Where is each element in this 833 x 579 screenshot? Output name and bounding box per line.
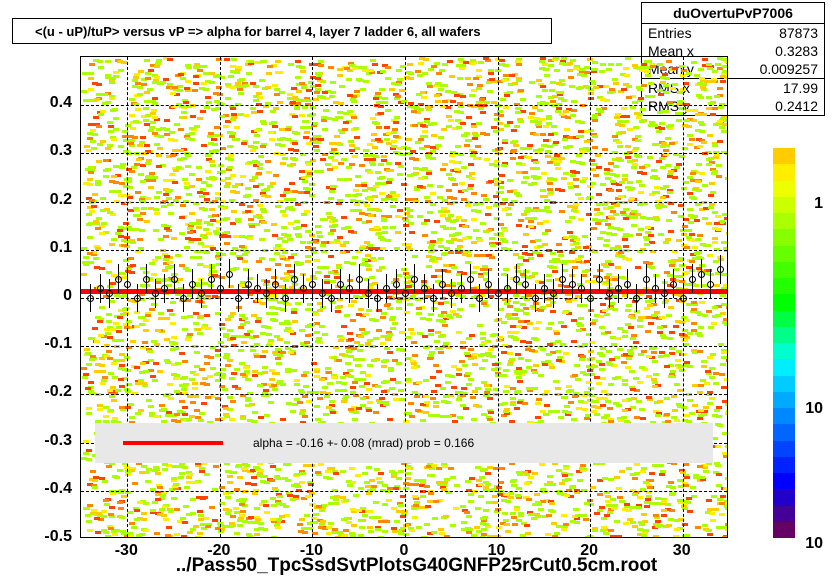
colorbar-tick-label: 1: [814, 195, 823, 213]
stats-name: duOvertuPvP7006: [642, 3, 824, 24]
y-tick-label: 0: [22, 287, 72, 305]
colorbar-tick-label: 10: [805, 400, 823, 418]
y-tick-label: -0.4: [22, 480, 72, 498]
y-tick-label: 0.3: [22, 142, 72, 160]
y-tick-label: 0.2: [22, 191, 72, 209]
y-tick-label: 0.4: [22, 94, 72, 112]
plot-title: <(u - uP)/tuP> versus vP => alpha for ba…: [12, 18, 552, 44]
y-tick-label: -0.3: [22, 432, 72, 450]
plot-area: alpha = -0.16 +- 0.08 (mrad) prob = 0.16…: [80, 56, 728, 538]
y-tick-label: 0.1: [22, 239, 72, 257]
y-tick-label: -0.5: [22, 528, 72, 546]
title-text: <(u - uP)/tuP> versus vP => alpha for ba…: [35, 24, 481, 39]
heatmap-background: [81, 57, 727, 537]
colorbar-tick-label: 10: [805, 535, 823, 553]
legend-line-sample: [123, 441, 223, 445]
y-tick-label: -0.1: [22, 335, 72, 353]
file-caption: ../Pass50_TpcSsdSvtPlotsG40GNFP25rCut0.5…: [0, 555, 833, 577]
colorbar: [773, 148, 795, 538]
stats-entries: Entries87873: [642, 24, 824, 42]
y-tick-label: -0.2: [22, 383, 72, 401]
legend-text: alpha = -0.16 +- 0.08 (mrad) prob = 0.16…: [253, 436, 474, 450]
fit-legend: alpha = -0.16 +- 0.08 (mrad) prob = 0.16…: [95, 423, 713, 463]
